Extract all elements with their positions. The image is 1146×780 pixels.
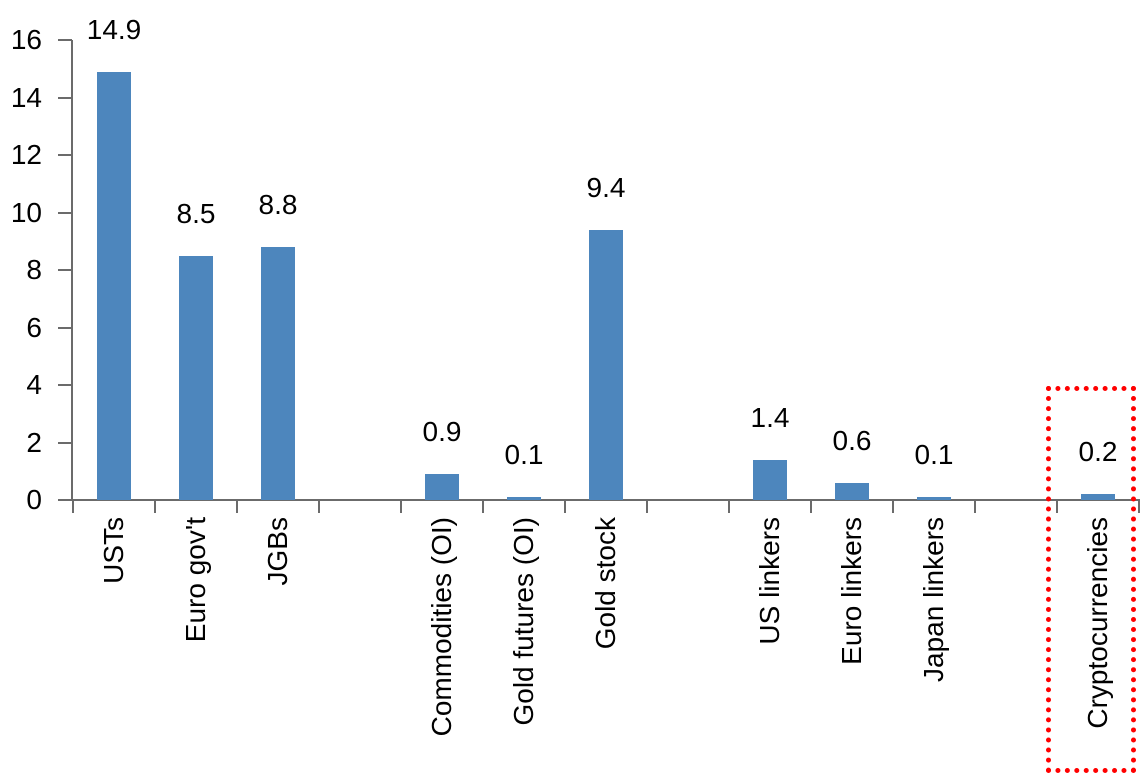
y-axis-label: 8 <box>26 254 42 285</box>
x-axis-line <box>58 499 1140 501</box>
x-axis-category-label: USTs <box>98 517 129 584</box>
y-axis-label: 12 <box>10 139 42 170</box>
y-axis-label: 2 <box>26 426 42 458</box>
y-axis-tick <box>58 211 72 214</box>
bar-value-label: 14.9 <box>86 13 142 45</box>
x-axis-category-label: Japan linkers <box>918 517 949 682</box>
x-axis-tick <box>72 500 74 513</box>
bar-gold-futures-oi <box>507 497 541 500</box>
x-axis-category-label: Gold stock <box>590 517 621 650</box>
y-axis-label: 10 <box>10 196 42 228</box>
bar-value-label: 0.1 <box>914 439 954 471</box>
y-axis-label: 6 <box>26 311 42 343</box>
y-axis-label: 14 <box>10 81 42 113</box>
bar-usts <box>97 71 131 500</box>
bar-commodities-oi <box>425 474 459 500</box>
x-axis-tick <box>400 500 402 513</box>
x-axis-tick <box>646 500 648 513</box>
bar-us-linkers <box>753 459 787 500</box>
bar-value-label: 9.4 <box>586 171 626 203</box>
bar-value-label: 0.2 <box>1078 436 1118 468</box>
y-axis-line <box>71 40 73 501</box>
bar-euro-gov-t <box>179 255 213 500</box>
bar-jgbs <box>261 247 295 500</box>
x-axis-category-label: US linkers <box>754 517 785 645</box>
x-axis-tick <box>482 500 484 513</box>
y-axis-tick <box>58 499 72 501</box>
bar-euro-linkers <box>835 482 869 500</box>
bar-value-label: 8.8 <box>258 189 298 220</box>
x-axis-tick <box>1138 500 1140 513</box>
highlight-box <box>1046 386 1136 773</box>
y-axis-tick <box>58 96 72 99</box>
x-axis-tick <box>318 500 320 513</box>
x-axis-category-label: Euro gov't <box>180 517 211 643</box>
x-axis-tick <box>564 500 566 513</box>
x-axis-tick <box>810 500 812 513</box>
bar-gold-stock <box>589 229 623 500</box>
y-axis-tick <box>58 441 72 444</box>
y-axis-tick <box>58 326 72 329</box>
y-axis-label: 0 <box>26 484 42 515</box>
x-axis-tick <box>1056 500 1058 513</box>
bar-value-label: 0.1 <box>504 439 544 471</box>
x-axis-tick <box>892 500 894 513</box>
y-axis-tick <box>58 384 72 386</box>
bar-value-label: 8.5 <box>176 197 216 229</box>
bar-value-label: 0.9 <box>422 416 462 448</box>
x-axis-category-label: Gold futures (OI) <box>508 517 539 726</box>
bar-japan-linkers <box>917 497 951 500</box>
x-axis-category-label: Euro linkers <box>836 517 867 665</box>
y-axis-label: 4 <box>26 369 42 400</box>
y-axis-tick <box>58 269 72 271</box>
y-axis-label: 16 <box>10 24 42 55</box>
y-axis-tick <box>58 39 72 41</box>
bar-value-label: 1.4 <box>750 401 790 433</box>
x-axis-tick <box>974 500 976 513</box>
bar-value-label: 0.6 <box>832 424 872 456</box>
x-axis-tick <box>728 500 730 513</box>
y-axis-tick <box>58 154 72 156</box>
bar-cryptocurrencies <box>1081 494 1115 500</box>
x-axis-category-label: JGBs <box>262 517 293 586</box>
x-axis-tick <box>236 500 238 513</box>
x-axis-category-label: Commodities (OI) <box>426 517 457 737</box>
x-axis-tick <box>154 500 156 513</box>
